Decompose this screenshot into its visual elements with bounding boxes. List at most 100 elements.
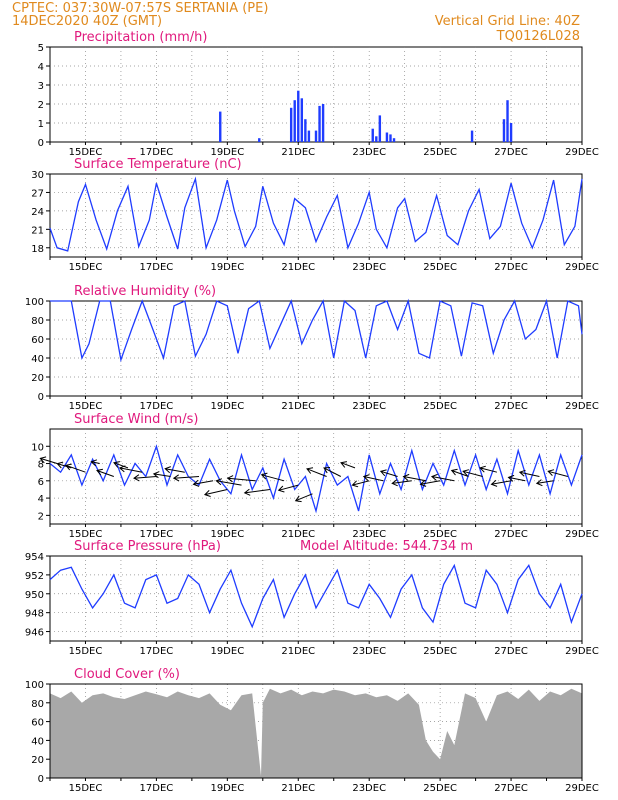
precip-bar: [378, 115, 382, 142]
y-tick-label: 30: [31, 170, 44, 181]
x-tick-label: 23DEC: [352, 529, 386, 540]
precip-bar: [293, 100, 296, 142]
x-tick-label: 27DEC: [494, 147, 528, 158]
wind-vector-arrow: [362, 474, 384, 482]
precip-bar: [385, 132, 389, 142]
precip-bar: [258, 138, 261, 142]
wind-vector-arrow: [96, 468, 114, 477]
x-tick-label: 17DEC: [140, 262, 174, 273]
x-tick-label: 25DEC: [423, 401, 457, 412]
x-tick-label: 17DEC: [140, 529, 174, 540]
x-tick-label: 17DEC: [140, 646, 174, 657]
x-tick-label: 23DEC: [352, 262, 386, 273]
panel-frame: [49, 300, 583, 397]
model-altitude-label: Model Altitude: 544.734 m: [300, 539, 473, 554]
x-tick-label: 29DEC: [565, 147, 599, 158]
y-tick-label: 952: [25, 571, 44, 582]
y-tick-label: 6: [38, 477, 44, 488]
series-line: [49, 563, 583, 629]
panel-frame: [49, 555, 583, 642]
series-line: [49, 176, 583, 252]
series-line: [49, 444, 583, 514]
x-tick-label: 19DEC: [210, 646, 244, 657]
precip-bar: [304, 119, 307, 142]
x-tick-label: 21DEC: [281, 646, 315, 657]
wind-vector-arrow: [118, 465, 143, 473]
x-tick-label: 21DEC: [281, 147, 315, 158]
panel-title: Surface Wind (m/s): [74, 412, 198, 427]
wind-vector-arrow: [419, 479, 441, 487]
panel-title: Cloud Cover (%): [74, 667, 180, 682]
header-left-line2: 14DEC2020 40Z (GMT): [12, 14, 162, 29]
y-tick-label: 2: [38, 511, 44, 522]
y-tick-label: 950: [25, 590, 44, 601]
wind-vector-arrow: [450, 468, 469, 477]
y-tick-label: 10: [31, 442, 44, 453]
x-tick-label: 29DEC: [565, 646, 599, 657]
wind-vector-arrow: [226, 475, 256, 483]
wind-vector-arrow: [462, 469, 483, 477]
y-tick-label: 24: [31, 207, 44, 218]
y-tick-label: 100: [25, 680, 44, 691]
wind-vector-arrow: [391, 479, 412, 487]
series-line: [50, 298, 583, 363]
x-tick-label: 23DEC: [352, 147, 386, 158]
wind-vector-arrow: [507, 474, 526, 482]
y-tick-label: 948: [25, 609, 44, 620]
wind-vector-arrow: [203, 489, 228, 497]
y-tick-label: 3: [38, 81, 44, 92]
x-tick-label: 21DEC: [281, 783, 315, 794]
y-tick-label: 60: [31, 335, 44, 346]
wind-vector-arrow: [402, 473, 426, 482]
wind-vector-arrow: [518, 469, 540, 477]
x-tick-label: 23DEC: [352, 646, 386, 657]
wind-vector-arrow: [113, 461, 129, 469]
header-right-line1: Vertical Grid Line: 40Z: [435, 14, 580, 29]
wind-vector-arrow: [294, 493, 313, 503]
panel-title: Relative Humidity (%): [74, 284, 216, 299]
wind-vector-arrow: [547, 469, 568, 477]
y-tick-label: 0: [38, 392, 44, 403]
x-tick-label: 15DEC: [69, 401, 103, 412]
precip-bar: [219, 111, 222, 142]
precip-bar: [375, 136, 378, 142]
precip-bar: [502, 119, 506, 142]
precip-bar: [289, 107, 293, 142]
precip-bar: [321, 104, 325, 142]
precip-bar: [506, 100, 509, 142]
x-tick-label: 25DEC: [423, 147, 457, 158]
wind-vector-arrow: [243, 488, 270, 496]
x-tick-label: 17DEC: [140, 401, 174, 412]
y-tick-label: 80: [31, 699, 44, 710]
precip-bar: [314, 130, 318, 142]
wind-vector-arrow: [56, 461, 72, 469]
precip-bar: [297, 90, 300, 142]
x-tick-label: 17DEC: [140, 783, 174, 794]
x-tick-label: 21DEC: [281, 401, 315, 412]
panel-title: Surface Temperature (nC): [74, 157, 242, 172]
panel-title: Precipitation (mm/h): [74, 30, 207, 45]
precip-bar: [318, 105, 321, 142]
precip-bar: [389, 134, 392, 142]
x-tick-label: 29DEC: [565, 529, 599, 540]
wind-vector-arrow: [479, 465, 498, 473]
wind-vector-arrow: [379, 469, 398, 477]
wind-vector-arrow: [164, 466, 185, 474]
panel-frame-top: [49, 683, 583, 779]
wind-vector-arrow: [277, 484, 299, 493]
y-tick-label: 2: [38, 100, 44, 111]
x-tick-label: 15DEC: [69, 147, 103, 158]
panel-frame: [49, 46, 583, 143]
wind-vector-arrow: [351, 480, 370, 488]
wind-vector-arrow: [152, 471, 171, 479]
wind-vector-arrow: [535, 479, 554, 487]
x-tick-label: 27DEC: [494, 262, 528, 273]
wind-vector-arrow: [192, 479, 214, 487]
wind-vector-arrow: [340, 461, 356, 469]
wind-vector-arrow: [172, 474, 200, 482]
x-tick-label: 25DEC: [423, 646, 457, 657]
wind-vector-arrow: [39, 456, 58, 464]
y-tick-label: 1: [38, 119, 44, 130]
